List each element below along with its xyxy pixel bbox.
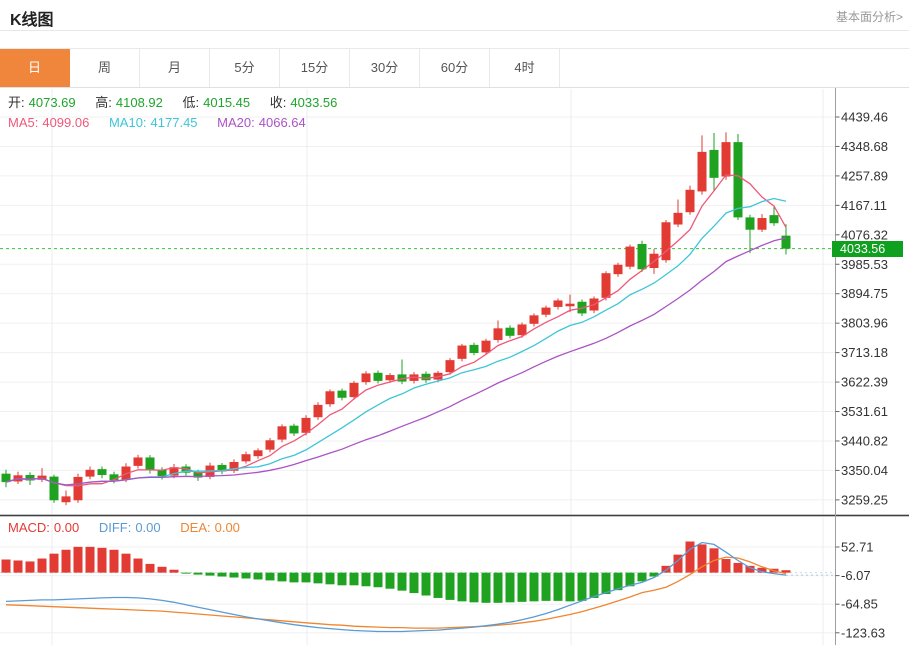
ma5-value: 4099.06 <box>42 115 90 130</box>
svg-text:4257.89: 4257.89 <box>841 168 888 183</box>
close-value: 4033.56 <box>290 95 338 110</box>
ma10-value: 4177.45 <box>150 115 198 130</box>
svg-text:3259.25: 3259.25 <box>841 492 888 507</box>
open-value: 4073.69 <box>28 95 76 110</box>
high-label: 高: <box>95 95 112 110</box>
page-header: K线图 基本面分析> <box>0 0 909 31</box>
diff-value: 0.00 <box>135 520 161 535</box>
svg-text:3440.82: 3440.82 <box>841 433 888 448</box>
ma-line-ma20 <box>5 237 787 486</box>
dea-label: DEA: <box>180 520 211 535</box>
svg-text:3350.04: 3350.04 <box>841 463 888 478</box>
grid-layer <box>0 89 835 645</box>
svg-text:4439.46: 4439.46 <box>841 110 888 125</box>
svg-text:3531.61: 3531.61 <box>841 404 888 419</box>
tab-5min[interactable]: 5分 <box>210 49 280 87</box>
macd-label: MACD: <box>8 520 50 535</box>
ma5-label: MA5: <box>8 115 39 130</box>
svg-text:3985.53: 3985.53 <box>841 257 888 272</box>
svg-text:-123.63: -123.63 <box>841 625 885 640</box>
tab-week[interactable]: 周 <box>70 49 140 87</box>
tab-day[interactable]: 日 <box>0 49 70 87</box>
svg-text:-6.07: -6.07 <box>841 568 871 583</box>
high-value: 4108.92 <box>115 95 163 110</box>
tab-30min[interactable]: 30分 <box>350 49 420 87</box>
svg-text:4167.11: 4167.11 <box>841 198 887 213</box>
macd-value: 0.00 <box>53 520 80 535</box>
diff-line <box>5 541 787 633</box>
tab-4hour[interactable]: 4时 <box>490 49 560 87</box>
svg-text:3622.39: 3622.39 <box>841 375 888 390</box>
open-label: 开: <box>8 95 25 110</box>
ma20-value: 4066.64 <box>258 115 306 130</box>
svg-text:52.71: 52.71 <box>841 540 874 555</box>
close-label: 收: <box>269 95 287 110</box>
diff-label: DIFF: <box>98 520 132 535</box>
ma-line-ma5 <box>5 174 787 487</box>
ma20-label: MA20: <box>217 115 255 130</box>
macd-histogram-layer <box>1 541 791 603</box>
fundamental-analysis-link[interactable]: 基本面分析> <box>835 10 903 24</box>
svg-text:3713.18: 3713.18 <box>841 345 888 360</box>
svg-text:-64.85: -64.85 <box>841 597 878 612</box>
svg-text:4348.68: 4348.68 <box>841 139 888 154</box>
ma-info-row: MA5: 4099.06 MA10: 4177.45 MA20: 4066.64 <box>8 115 310 130</box>
low-value: 4015.45 <box>203 95 251 110</box>
low-label: 低: <box>182 95 200 110</box>
tab-60min[interactable]: 60分 <box>420 49 490 87</box>
tab-month[interactable]: 月 <box>140 49 210 87</box>
panel-separator <box>0 514 909 517</box>
ohlc-info-row: 开: 4073.69 高: 4108.92 低: 4015.45 收: 4033.56 <box>8 92 341 111</box>
dea-value: 0.00 <box>214 520 240 535</box>
axis-ticks-layer: 4439.46 4348.68 4257.89 4167.11 4076.32 3985.… <box>835 110 888 640</box>
svg-text:4076.32: 4076.32 <box>841 227 888 242</box>
dea-line <box>5 556 787 629</box>
svg-text:3803.96: 3803.96 <box>841 316 888 331</box>
candles-layer <box>1 132 791 506</box>
svg-text:3894.75: 3894.75 <box>841 286 888 301</box>
period-tab-bar: 日 周 月 5分 15分 30分 60分 4时 <box>0 48 909 88</box>
macd-info-row: MACD: 0.00 DIFF: 0.00 DEA: 0.00 <box>8 520 244 535</box>
page-title: K线图 <box>10 12 54 29</box>
current-price-tag: 4033.56 <box>832 241 903 257</box>
ma10-label: MA10: <box>108 115 147 130</box>
tab-15min[interactable]: 15分 <box>280 49 350 87</box>
